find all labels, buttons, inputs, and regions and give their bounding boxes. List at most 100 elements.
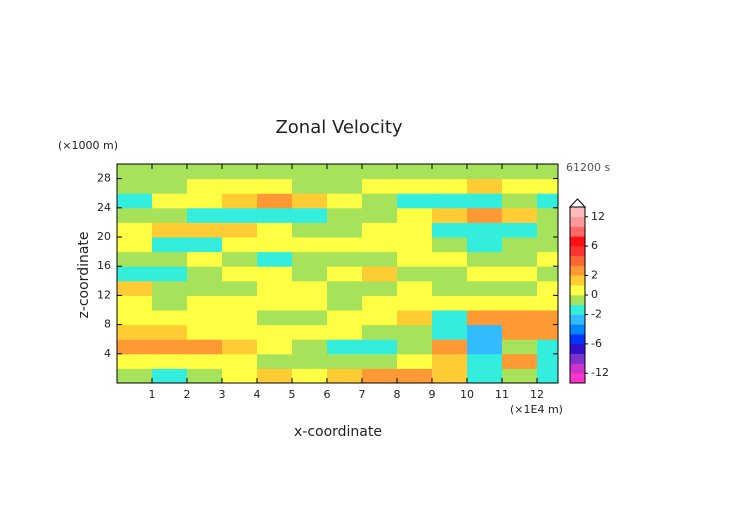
contour-cell (187, 295, 223, 311)
contour-cell (432, 324, 468, 340)
contour-cell (292, 193, 328, 209)
colorbar-tick-label: -2 (591, 308, 602, 321)
contour-cell (502, 237, 538, 253)
y-tick-label: 28 (97, 172, 111, 185)
contour-cell (537, 339, 558, 355)
contour-cell (117, 339, 153, 355)
colorbar-tick-label: 0 (591, 288, 598, 301)
contour-cell (117, 222, 153, 238)
contour-cell (537, 222, 558, 238)
contour-cell (397, 222, 433, 238)
contour-cell (187, 222, 223, 238)
contour-cell (187, 178, 223, 194)
contour-cell (537, 237, 558, 253)
contour-cell (222, 237, 258, 253)
colorbar-tick-label: 2 (591, 268, 598, 281)
contour-cell (467, 193, 503, 209)
contour-cell (467, 353, 503, 369)
colorbar-tick-label: -12 (591, 366, 609, 379)
contour-cell (362, 237, 398, 253)
contour-cell (397, 266, 433, 282)
contour-cell (152, 368, 188, 383)
contour-cell (397, 295, 433, 311)
contour-cell (397, 207, 433, 223)
contour-cell (432, 237, 468, 253)
contour-cell (327, 222, 363, 238)
contour-cell (187, 237, 223, 253)
contour-cell (257, 339, 293, 355)
colorbar-band (570, 373, 585, 384)
contour-cell (152, 178, 188, 194)
contour-cell (222, 324, 258, 340)
contour-cell (502, 353, 538, 369)
contour-cell (187, 280, 223, 296)
contour-cell (397, 280, 433, 296)
x-tick-label: 8 (394, 388, 401, 401)
contour-cell (117, 237, 153, 253)
contour-cell (397, 251, 433, 267)
contour-cell (257, 280, 293, 296)
contour-cell (502, 207, 538, 223)
colorbar-band (570, 304, 585, 315)
contour-cell (117, 368, 153, 383)
contour-cell (257, 324, 293, 340)
contour-cell (292, 237, 328, 253)
contour-cell (292, 266, 328, 282)
contour-cell (327, 193, 363, 209)
colorbar-band (570, 295, 585, 306)
contour-cell (362, 368, 398, 383)
contour-cell (292, 368, 328, 383)
contour-cell (502, 178, 538, 194)
contour-cell (502, 368, 538, 383)
contour-cell (537, 193, 558, 209)
x-tick-label: 3 (219, 388, 226, 401)
contour-cell (432, 310, 468, 326)
contour-cell (152, 164, 188, 180)
contour-cell (222, 368, 258, 383)
contour-cell (537, 353, 558, 369)
contour-cell (257, 251, 293, 267)
contour-cell (432, 368, 468, 383)
contour-cell (432, 280, 468, 296)
x-tick-label: 4 (254, 388, 261, 401)
contour-cell (257, 310, 293, 326)
contour-cell (537, 324, 558, 340)
colorbar-band (570, 363, 585, 374)
colorbar-band (570, 334, 585, 345)
contour-cell (117, 178, 153, 194)
contour-cell (467, 324, 503, 340)
contour-cell (152, 207, 188, 223)
contour-cell (187, 310, 223, 326)
contour-cell (257, 193, 293, 209)
contour-cell (327, 310, 363, 326)
contour-cell (152, 295, 188, 311)
contour-cell (327, 266, 363, 282)
contour-cell (117, 295, 153, 311)
x-tick-label: 7 (359, 388, 366, 401)
colorbar-band (570, 353, 585, 364)
contour-cell (432, 266, 468, 282)
contour-cell (327, 164, 363, 180)
contour-cell (467, 222, 503, 238)
y-tick-label: 8 (104, 318, 111, 331)
contour-cell (397, 178, 433, 194)
contour-cell (537, 280, 558, 296)
contour-cell (362, 178, 398, 194)
contour-cell (397, 310, 433, 326)
contour-cell (187, 251, 223, 267)
contour-field (117, 164, 558, 383)
contour-cell (152, 237, 188, 253)
colorbar-band (570, 246, 585, 257)
y-tick-label: 16 (97, 259, 111, 272)
contour-cell (222, 266, 258, 282)
contour-cell (327, 280, 363, 296)
y-unit: (×1000 m) (58, 139, 118, 152)
contour-cell (397, 193, 433, 209)
contour-cell (257, 368, 293, 383)
contour-cell (117, 207, 153, 223)
contour-cell (257, 222, 293, 238)
x-tick-label: 9 (429, 388, 436, 401)
colorbar-band (570, 226, 585, 237)
chart-title: Zonal Velocity (275, 117, 402, 138)
